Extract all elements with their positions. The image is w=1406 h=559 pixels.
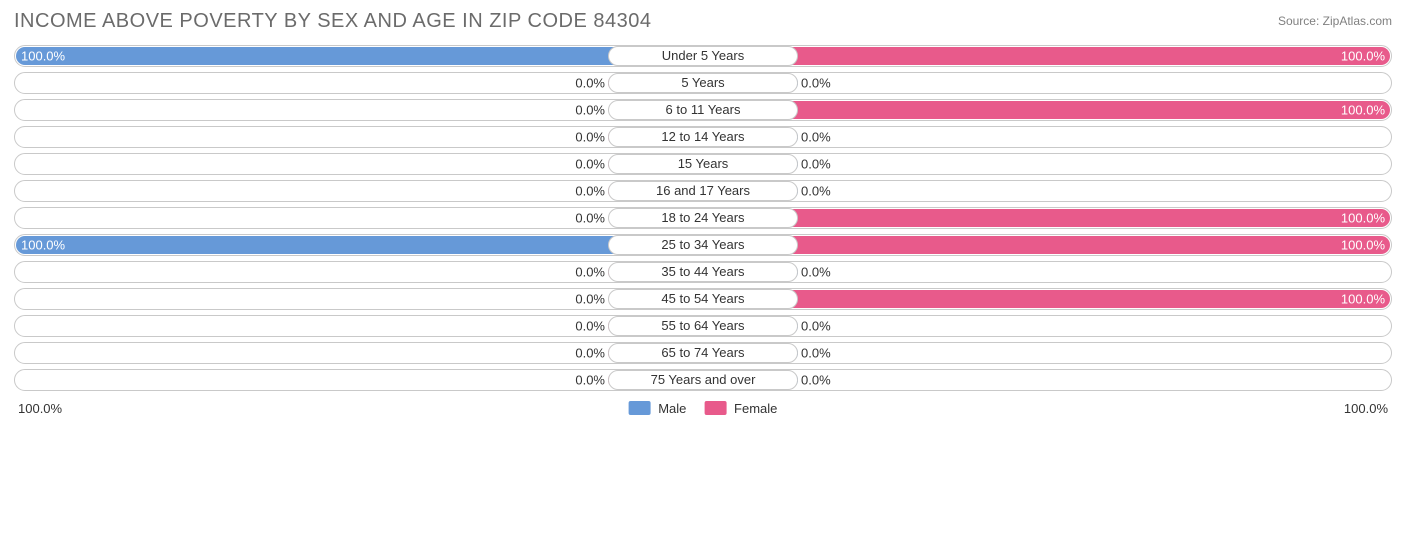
category-label: 45 to 54 Years [608, 289, 798, 309]
chart-row: 6 to 11 Years0.0% 100.0% [14, 99, 1392, 121]
legend-female: Female [704, 401, 777, 416]
male-value-label: 0.0% [575, 292, 605, 307]
axis-right-label: 100.0% [1344, 401, 1388, 416]
category-label: 65 to 74 Years [608, 343, 798, 363]
male-bar [16, 236, 703, 254]
female-value-label: 0.0% [801, 157, 831, 172]
chart-title: INCOME ABOVE POVERTY BY SEX AND AGE IN Z… [14, 10, 651, 33]
female-value-label: 0.0% [801, 319, 831, 334]
female-value-label: 100.0% [1341, 49, 1385, 64]
chart-row: 25 to 34 Years 100.0% 100.0% [14, 234, 1392, 256]
category-label: 16 and 17 Years [608, 181, 798, 201]
male-value-label: 0.0% [575, 346, 605, 361]
female-value-label: 0.0% [801, 184, 831, 199]
chart-row: 12 to 14 Years0.0% 0.0% [14, 126, 1392, 148]
chart-row: Under 5 Years 100.0% 100.0% [14, 45, 1392, 67]
category-label: 18 to 24 Years [608, 208, 798, 228]
chart-row: 65 to 74 Years0.0% 0.0% [14, 342, 1392, 364]
female-bar [703, 236, 1390, 254]
chart-row: 15 Years0.0% 0.0% [14, 153, 1392, 175]
chart-row: 55 to 64 Years0.0% 0.0% [14, 315, 1392, 337]
female-bar [703, 47, 1390, 65]
category-label: 15 Years [608, 154, 798, 174]
category-label: 25 to 34 Years [608, 235, 798, 255]
male-value-label: 0.0% [575, 130, 605, 145]
female-bar [703, 209, 1390, 227]
chart-row: 16 and 17 Years0.0% 0.0% [14, 180, 1392, 202]
male-value-label: 0.0% [575, 373, 605, 388]
chart-row: 45 to 54 Years0.0% 100.0% [14, 288, 1392, 310]
axis-left-label: 100.0% [18, 401, 62, 416]
female-value-label: 100.0% [1341, 238, 1385, 253]
male-value-label: 0.0% [575, 265, 605, 280]
male-value-label: 0.0% [575, 184, 605, 199]
female-value-label: 100.0% [1341, 292, 1385, 307]
male-value-label: 0.0% [575, 319, 605, 334]
female-value-label: 100.0% [1341, 103, 1385, 118]
chart-row: 5 Years0.0% 0.0% [14, 72, 1392, 94]
chart-rows: Under 5 Years100.0%100.0%5 Years0.0%0.0%… [14, 45, 1392, 391]
female-value-label: 0.0% [801, 373, 831, 388]
female-bar [703, 101, 1390, 119]
chart-row: 35 to 44 Years0.0% 0.0% [14, 261, 1392, 283]
chart-source: Source: ZipAtlas.com [1278, 10, 1392, 28]
category-label: Under 5 Years [608, 46, 798, 66]
female-swatch [704, 401, 726, 415]
legend: Male Female [629, 401, 778, 416]
chart-row: 18 to 24 Years0.0% 100.0% [14, 207, 1392, 229]
female-bar [703, 290, 1390, 308]
legend-female-label: Female [734, 401, 777, 416]
header-row: INCOME ABOVE POVERTY BY SEX AND AGE IN Z… [14, 10, 1392, 33]
male-value-label: 0.0% [575, 103, 605, 118]
male-bar [16, 47, 703, 65]
chart-row: 75 Years and over0.0% 0.0% [14, 369, 1392, 391]
category-label: 6 to 11 Years [608, 100, 798, 120]
male-swatch [629, 401, 651, 415]
female-value-label: 0.0% [801, 76, 831, 91]
female-value-label: 0.0% [801, 346, 831, 361]
axis-row: 100.0% Male Female 100.0% [14, 401, 1392, 416]
female-value-label: 100.0% [1341, 211, 1385, 226]
diverging-bar-chart: INCOME ABOVE POVERTY BY SEX AND AGE IN Z… [0, 0, 1406, 559]
legend-male-label: Male [658, 401, 686, 416]
category-label: 75 Years and over [608, 370, 798, 390]
male-value-label: 0.0% [575, 157, 605, 172]
category-label: 5 Years [608, 73, 798, 93]
category-label: 55 to 64 Years [608, 316, 798, 336]
female-value-label: 0.0% [801, 265, 831, 280]
category-label: 35 to 44 Years [608, 262, 798, 282]
male-value-label: 0.0% [575, 211, 605, 226]
male-value-label: 0.0% [575, 76, 605, 91]
female-value-label: 0.0% [801, 130, 831, 145]
male-value-label: 100.0% [21, 238, 65, 253]
legend-male: Male [629, 401, 687, 416]
category-label: 12 to 14 Years [608, 127, 798, 147]
male-value-label: 100.0% [21, 49, 65, 64]
